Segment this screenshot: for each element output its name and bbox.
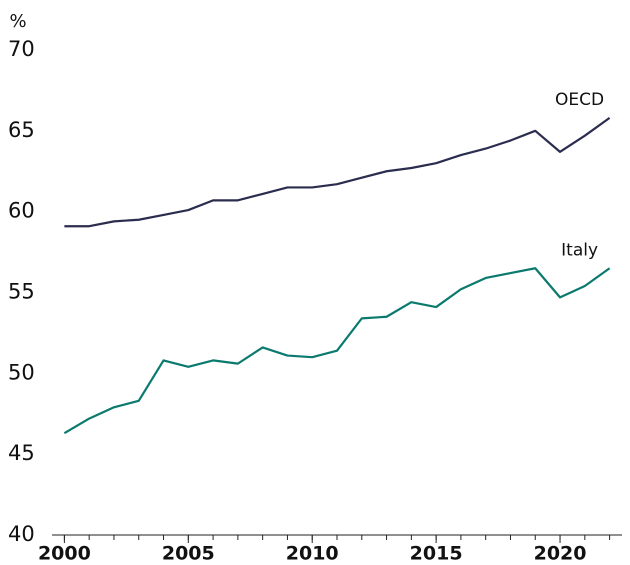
y-tick-label: 60 (8, 199, 35, 223)
series-line (63, 267, 611, 435)
x-tick-label: 2020 (534, 543, 587, 565)
y-unit: % (9, 11, 26, 32)
y-tick-label: 50 (8, 360, 35, 384)
y-tick-label: 55 (8, 280, 35, 304)
x-tick-label: 2005 (162, 543, 215, 565)
x-tick-label: 2000 (38, 543, 91, 565)
x-tick-label: 2015 (410, 543, 463, 565)
series-line (64, 117, 611, 228)
y-tick-label: 45 (8, 441, 35, 465)
x-tick-label: 2010 (286, 543, 339, 565)
y-tick-label: 65 (8, 118, 35, 142)
y-tick-label: 40 (8, 522, 35, 546)
series-label: Italy (561, 240, 598, 260)
y-tick-label: 70 (8, 37, 35, 61)
series-label: OECD (555, 90, 604, 110)
